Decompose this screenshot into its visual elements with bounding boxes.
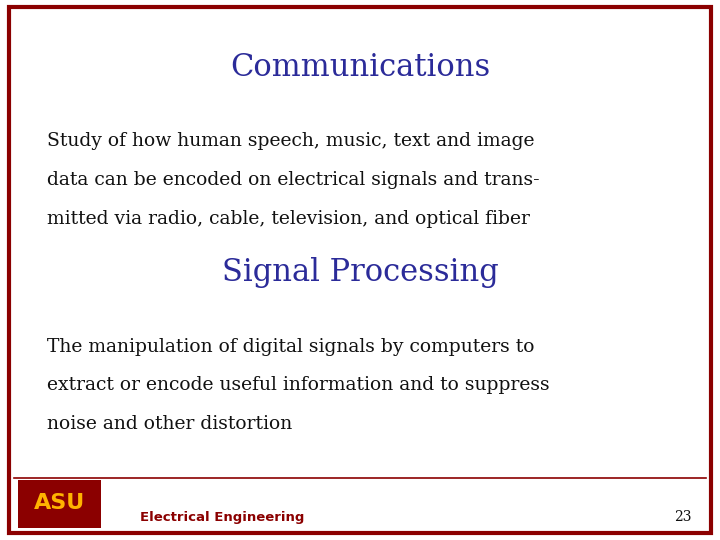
Text: extract or encode useful information and to suppress: extract or encode useful information and… xyxy=(47,376,549,394)
Text: Signal Processing: Signal Processing xyxy=(222,257,498,288)
Text: The manipulation of digital signals by computers to: The manipulation of digital signals by c… xyxy=(47,338,534,355)
Text: Study of how human speech, music, text and image: Study of how human speech, music, text a… xyxy=(47,132,534,150)
Text: data can be encoded on electrical signals and trans-: data can be encoded on electrical signal… xyxy=(47,171,539,189)
Text: noise and other distortion: noise and other distortion xyxy=(47,415,292,433)
Text: 23: 23 xyxy=(674,510,691,524)
Text: Electrical Engineering: Electrical Engineering xyxy=(140,511,305,524)
Text: mitted via radio, cable, television, and optical fiber: mitted via radio, cable, television, and… xyxy=(47,210,530,228)
FancyBboxPatch shape xyxy=(18,480,101,528)
Text: ASU: ASU xyxy=(34,493,85,513)
Text: Communications: Communications xyxy=(230,52,490,83)
